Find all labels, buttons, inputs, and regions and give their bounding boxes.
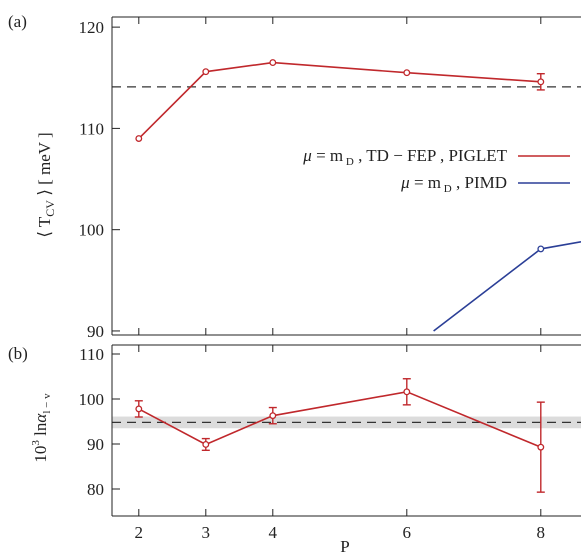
svg-text:⟨ TCV ⟩ [ meV ]: ⟨ TCV ⟩ [ meV ] xyxy=(35,132,57,237)
y-tick-label: 100 xyxy=(79,390,105,409)
series-0-1 xyxy=(433,241,581,332)
legend: μ = m D , TD − FEP , PIGLET μ = m D , PI… xyxy=(302,146,570,195)
data-point xyxy=(135,135,143,142)
panel-a-ylabel: ⟨ TCV ⟩ [ meV ] xyxy=(35,132,57,237)
panel-b-ylabel: 103 lnαl − v xyxy=(30,393,53,463)
y-tick-label: 90 xyxy=(87,322,104,341)
series-1-0 xyxy=(134,378,545,493)
panel-b-label: (b) xyxy=(8,344,28,363)
panel-b: 80 90 100 110 2 3 4 6 8 xyxy=(79,344,581,542)
data-point xyxy=(269,59,277,67)
x-tick-label: 3 xyxy=(202,523,211,542)
x-tick-label: 4 xyxy=(269,523,278,542)
panel-a-label: (a) xyxy=(8,12,27,31)
x-tick-label: 2 xyxy=(135,523,144,542)
series-line xyxy=(138,61,541,140)
svg-text:103 lnαl − v: 103 lnαl − v xyxy=(30,393,53,463)
data-point xyxy=(202,441,210,448)
y-tick-label: 80 xyxy=(87,480,104,499)
data-point xyxy=(403,69,411,77)
data-point xyxy=(537,443,545,451)
reference-band xyxy=(112,416,581,429)
data-point xyxy=(135,405,143,413)
data-point xyxy=(202,68,210,76)
x-tick-label: 6 xyxy=(403,523,412,542)
panel-a: 90 100 110 120 xyxy=(79,16,581,341)
panel-b-xlabel: P xyxy=(340,537,349,556)
data-point xyxy=(403,388,411,396)
series-line xyxy=(433,241,581,332)
data-point xyxy=(537,78,545,86)
y-tick-label: 120 xyxy=(79,18,105,37)
svg-text:μ = m D , PIMD: μ = m D , PIMD xyxy=(400,173,507,195)
svg-text:μ = m D , TD − FEP , PIGLET: μ = m D , TD − FEP , PIGLET xyxy=(302,146,507,168)
series-0-0 xyxy=(135,59,545,142)
legend-entry-piglet: μ = m D , TD − FEP , PIGLET xyxy=(302,146,570,168)
y-tick-label: 110 xyxy=(79,119,104,138)
y-tick-label: 110 xyxy=(79,345,104,364)
x-tick-label: 8 xyxy=(537,523,546,542)
y-tick-label: 100 xyxy=(79,221,105,240)
data-point xyxy=(269,412,277,420)
legend-entry-pimd: μ = m D , PIMD xyxy=(400,173,570,195)
data-point xyxy=(537,245,545,253)
y-tick-label: 90 xyxy=(87,435,104,454)
